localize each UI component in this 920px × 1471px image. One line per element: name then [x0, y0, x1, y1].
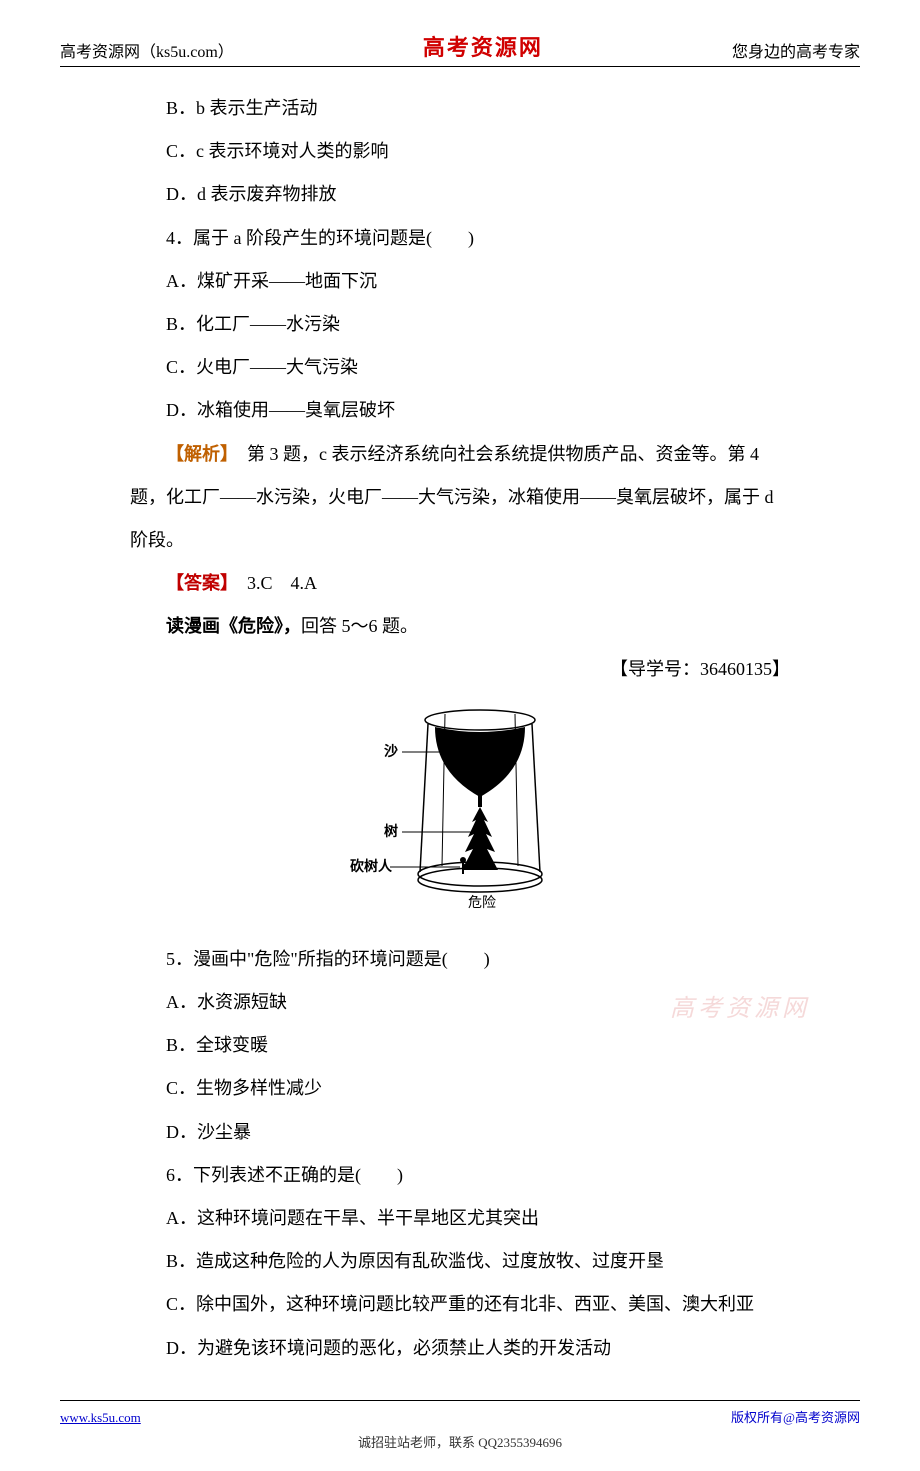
diagram-caption: 危险: [468, 895, 496, 911]
footer-link[interactable]: www.ks5u.com: [60, 1410, 141, 1426]
footer-copyright: 版权所有@高考资源网: [731, 1407, 860, 1426]
option-3B: B．b 表示生产活动: [130, 87, 790, 130]
option-5D: D．沙尘暴: [130, 1111, 790, 1154]
header-right: 您身边的高考专家: [732, 38, 860, 62]
header-title: 高考资源网: [423, 30, 543, 62]
option-4A: A．煤矿开采——地面下沉: [130, 260, 790, 303]
option-4C: C．火电厂——大气污染: [130, 346, 790, 389]
page-header: 高考资源网（ks5u.com） 高考资源网 您身边的高考专家: [60, 30, 860, 67]
option-6C: C．除中国外，这种环境问题比较严重的还有北非、西亚、美国、澳大利亚: [130, 1283, 790, 1326]
question-6: 6．下列表述不正确的是( ): [130, 1154, 790, 1197]
option-3C: C．c 表示环境对人类的影响: [130, 130, 790, 173]
hourglass-svg: 沙 树 砍树人 危险: [350, 702, 570, 912]
answer-label: 【答案】: [166, 573, 229, 593]
document-body: B．b 表示生产活动 C．c 表示环境对人类的影响 D．d 表示废弃物排放 4．…: [60, 87, 860, 1370]
option-6B: B．造成这种危险的人为原因有乱砍滥伐、过度放牧、过度开垦: [130, 1240, 790, 1283]
option-3D: D．d 表示废弃物排放: [130, 173, 790, 216]
footer-contact: 诚招驻站老师，联系 QQ2355394696: [60, 1432, 860, 1451]
reading-intro-bold: 读漫画《危险》，: [166, 616, 301, 636]
analysis-block: 【解析】 第 3 题，c 表示经济系统向社会系统提供物质产品、资金等。第 4 题…: [130, 433, 790, 563]
reading-intro-rest: 回答 5～6 题。: [301, 616, 418, 636]
option-5C: C．生物多样性减少: [130, 1067, 790, 1110]
option-6A: A．这种环境问题在干旱、半干旱地区尤其突出: [130, 1197, 790, 1240]
diagram-label-sand: 沙: [384, 744, 398, 760]
question-5: 5．漫画中"危险"所指的环境问题是( ): [130, 938, 790, 981]
diagram-label-person: 砍树人: [350, 858, 393, 875]
page-footer: www.ks5u.com 版权所有@高考资源网: [60, 1400, 860, 1426]
answer-block: 【答案】 3.C 4.A: [130, 562, 790, 605]
reading-intro: 读漫画《危险》，回答 5～6 题。: [130, 605, 790, 648]
analysis-label: 【解析】: [166, 444, 229, 464]
watermark: 高考资源网: [634, 981, 810, 1039]
question-4: 4．属于 a 阶段产生的环境问题是( ): [130, 217, 790, 260]
answer-text: 3.C 4.A: [229, 573, 317, 593]
option-5A-row: A．水资源短缺 高考资源网: [130, 981, 790, 1024]
header-left: 高考资源网（ks5u.com）: [60, 38, 234, 62]
option-4B: B．化工厂——水污染: [130, 303, 790, 346]
option-4D: D．冰箱使用——臭氧层破坏: [130, 389, 790, 432]
diagram-label-tree: 树: [384, 823, 398, 840]
guide-number: 【导学号：36460135】: [130, 648, 790, 691]
option-6D: D．为避免该环境问题的恶化，必须禁止人类的开发活动: [130, 1327, 790, 1370]
option-5A: A．水资源短缺: [166, 992, 287, 1012]
hourglass-diagram: 沙 树 砍树人 危险: [130, 702, 790, 928]
